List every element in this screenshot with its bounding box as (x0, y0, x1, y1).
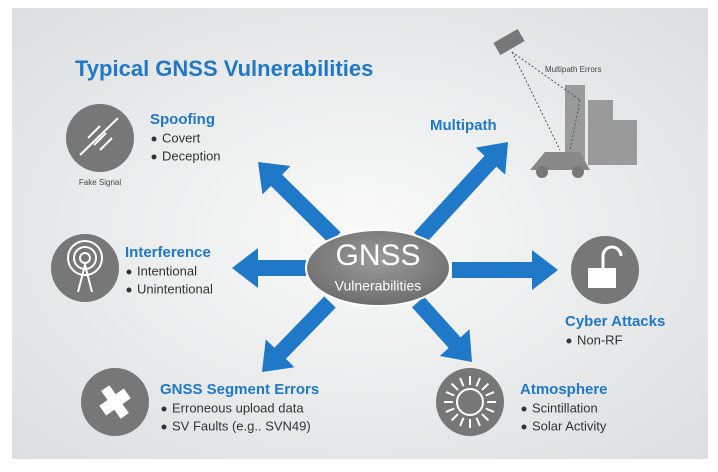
bullet (522, 425, 527, 430)
bullet (162, 407, 167, 412)
bullet (567, 339, 572, 344)
bullet (127, 288, 132, 293)
node-item: Non-RF (577, 332, 623, 347)
node-label: Multipath (430, 117, 497, 134)
node-item: SV Faults (e.g.. SVN49) (172, 418, 311, 433)
caption: Multipath Errors (545, 65, 601, 74)
title: Typical GNSS Vulnerabilities (75, 56, 373, 81)
caption: Fake Signal (79, 178, 121, 187)
bullet (152, 155, 157, 160)
bullet (152, 137, 157, 142)
node-label: Cyber Attacks (565, 313, 665, 330)
diagram: Typical GNSS Vulnerabilities GNSS Vulner… (0, 0, 718, 467)
node-item: Intentional (137, 263, 197, 278)
node-label: Interference (125, 244, 211, 261)
center-title: GNSS (335, 239, 420, 272)
node-item: Scintillation (532, 400, 598, 415)
page: Typical GNSS Vulnerabilities GNSS Vulner… (0, 0, 718, 467)
node-label: GNSS Segment Errors (160, 381, 319, 398)
node-item: Covert (162, 130, 201, 145)
bullet (522, 407, 527, 412)
bullet (162, 425, 167, 430)
node-item: Erroneous upload data (172, 400, 304, 415)
node-label: Spoofing (150, 111, 215, 128)
node-label: Atmosphere (520, 381, 608, 398)
bullet (127, 270, 132, 275)
node-item: Solar Activity (532, 418, 607, 433)
center-subtitle: Vulnerabilities (335, 278, 422, 294)
node-item: Unintentional (137, 281, 213, 296)
node-item: Deception (162, 148, 221, 163)
